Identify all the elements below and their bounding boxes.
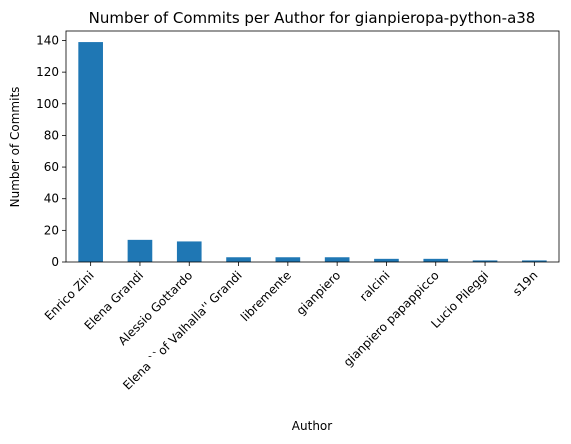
bar xyxy=(276,257,301,262)
x-tick-label: s19n xyxy=(510,268,541,299)
x-tick-label: ralcini xyxy=(357,268,393,304)
y-tick-label: 60 xyxy=(44,160,59,174)
x-tick-label: libremente xyxy=(238,268,294,324)
bar xyxy=(325,257,350,262)
y-tick-label: 80 xyxy=(44,128,59,142)
y-tick-label: 140 xyxy=(36,33,59,47)
x-axis-label: Author xyxy=(292,419,332,433)
x-tick-label: gianpiero papappicco xyxy=(341,268,442,369)
bar xyxy=(177,241,202,262)
bar xyxy=(128,240,153,262)
bar xyxy=(78,42,103,262)
y-tick-label: 0 xyxy=(51,255,59,269)
y-tick-label: 40 xyxy=(44,192,59,206)
chart-title: Number of Commits per Author for gianpie… xyxy=(89,9,536,27)
plot-frame xyxy=(66,31,559,262)
bar xyxy=(423,259,448,262)
y-axis-label: Number of Commits xyxy=(8,87,22,208)
bar xyxy=(374,259,399,262)
bar xyxy=(226,257,251,262)
x-tick-label: gianpiero xyxy=(294,268,344,318)
y-tick-label: 20 xyxy=(44,223,59,237)
y-tick-label: 120 xyxy=(36,65,59,79)
y-tick-label: 100 xyxy=(36,97,59,111)
